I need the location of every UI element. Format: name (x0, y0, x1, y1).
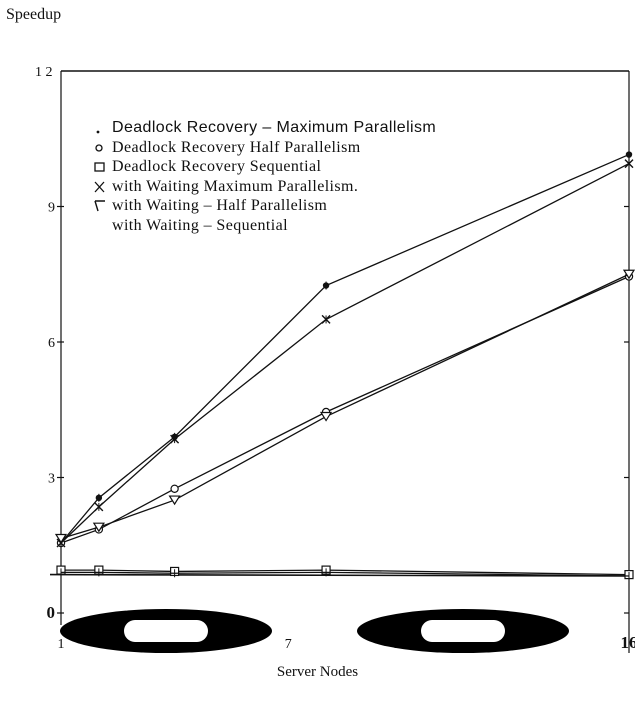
x-tick-label: 7 (285, 637, 292, 652)
data-point-dot (95, 494, 103, 502)
data-point-x (170, 434, 180, 444)
legend-item-waiting-half: with Waiting – Half Parallelism (94, 196, 436, 216)
x-tick-label: 1 (58, 637, 65, 652)
data-point-triangle (54, 533, 68, 544)
legend-label: with Waiting Maximum Parallelism. (112, 177, 359, 195)
legend-label: Deadlock Recovery – Maximum Parallelism (112, 119, 437, 136)
y-axis-title: Speedup (6, 6, 62, 23)
data-point-circle (170, 484, 179, 493)
y-tick-label: 9 (48, 201, 55, 216)
legend-circle-marker (94, 138, 112, 158)
x-axis-title: Server Nodes (276, 664, 359, 680)
legend-label: with Waiting – Half Parallelism (112, 197, 328, 214)
data-point-dot (625, 151, 633, 158)
series-line-1 (60, 275, 630, 544)
legend-triangle-marker (94, 196, 112, 216)
legend-item-waiting-seq: with Waiting – Sequential (94, 216, 436, 236)
legend-dot-marker (94, 118, 112, 138)
legend-x-marker (94, 177, 112, 197)
series-line-4 (60, 273, 630, 540)
legend-item-deadlock-seq: Deadlock Recovery Sequential (94, 157, 436, 177)
data-point-triangle (622, 269, 635, 280)
legend-label: Deadlock Recovery Half Parallelism (112, 138, 361, 156)
legend-label: with Waiting – Sequential (112, 216, 288, 234)
y-tick-label: 6 (48, 336, 55, 351)
data-point-x (624, 159, 634, 169)
sequential-baseline (49, 573, 630, 577)
chart-legend: Deadlock Recovery – Maximum Parallelism … (94, 118, 436, 235)
data-point-triangle (168, 495, 181, 506)
legend-item-deadlock-half: Deadlock Recovery Half Parallelism (94, 138, 436, 158)
axis-blob-hole (124, 620, 208, 642)
x-tick-label: 16 (621, 633, 635, 652)
y-tick-label: 3 (48, 472, 55, 487)
y-tick-label-top: 1 2 (35, 65, 53, 80)
legend-label: Deadlock Recovery Sequential (112, 158, 322, 175)
data-point-dot (322, 282, 330, 289)
legend-square-marker (94, 157, 112, 177)
data-point-triangle (92, 522, 105, 533)
y-tick-label: 0 (47, 603, 56, 622)
data-point-x (321, 314, 331, 324)
data-point-x (94, 502, 104, 512)
axis-blob-hole (421, 620, 505, 642)
legend-item-waiting-max: with Waiting Maximum Parallelism. (94, 177, 436, 197)
data-point-triangle (319, 411, 333, 422)
legend-item-deadlock-max: Deadlock Recovery – Maximum Parallelism (94, 118, 436, 138)
